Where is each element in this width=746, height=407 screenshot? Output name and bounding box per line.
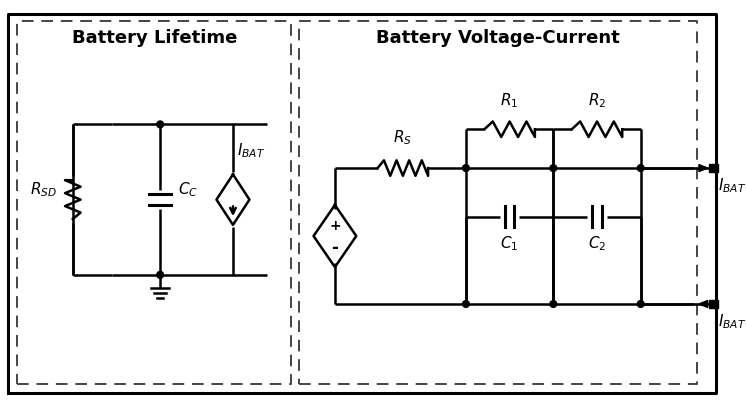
- Circle shape: [157, 121, 163, 128]
- Circle shape: [463, 301, 469, 307]
- Text: $I_{BAT}$: $I_{BAT}$: [718, 312, 746, 331]
- Text: Battery Lifetime: Battery Lifetime: [72, 29, 237, 47]
- Circle shape: [463, 165, 469, 171]
- Text: $I_{BAT}$: $I_{BAT}$: [718, 176, 746, 195]
- Text: $R_{SD}$: $R_{SD}$: [30, 181, 57, 199]
- Text: $I_{BAT}$: $I_{BAT}$: [237, 142, 265, 160]
- Text: +: +: [329, 219, 341, 233]
- Text: $R_S$: $R_S$: [393, 128, 413, 147]
- Circle shape: [157, 271, 163, 278]
- Circle shape: [637, 301, 644, 307]
- Circle shape: [550, 165, 557, 171]
- Polygon shape: [709, 300, 718, 309]
- Text: $C_1$: $C_1$: [501, 234, 518, 253]
- Text: $R_1$: $R_1$: [501, 91, 518, 110]
- Text: Battery Voltage-Current: Battery Voltage-Current: [376, 29, 620, 47]
- Polygon shape: [709, 164, 718, 173]
- Text: $R_2$: $R_2$: [588, 91, 606, 110]
- Circle shape: [550, 301, 557, 307]
- Polygon shape: [699, 300, 708, 307]
- Text: -: -: [331, 239, 339, 257]
- Circle shape: [637, 165, 644, 171]
- Polygon shape: [699, 164, 708, 172]
- Text: $C_2$: $C_2$: [588, 234, 606, 253]
- Text: $C_C$: $C_C$: [178, 181, 198, 199]
